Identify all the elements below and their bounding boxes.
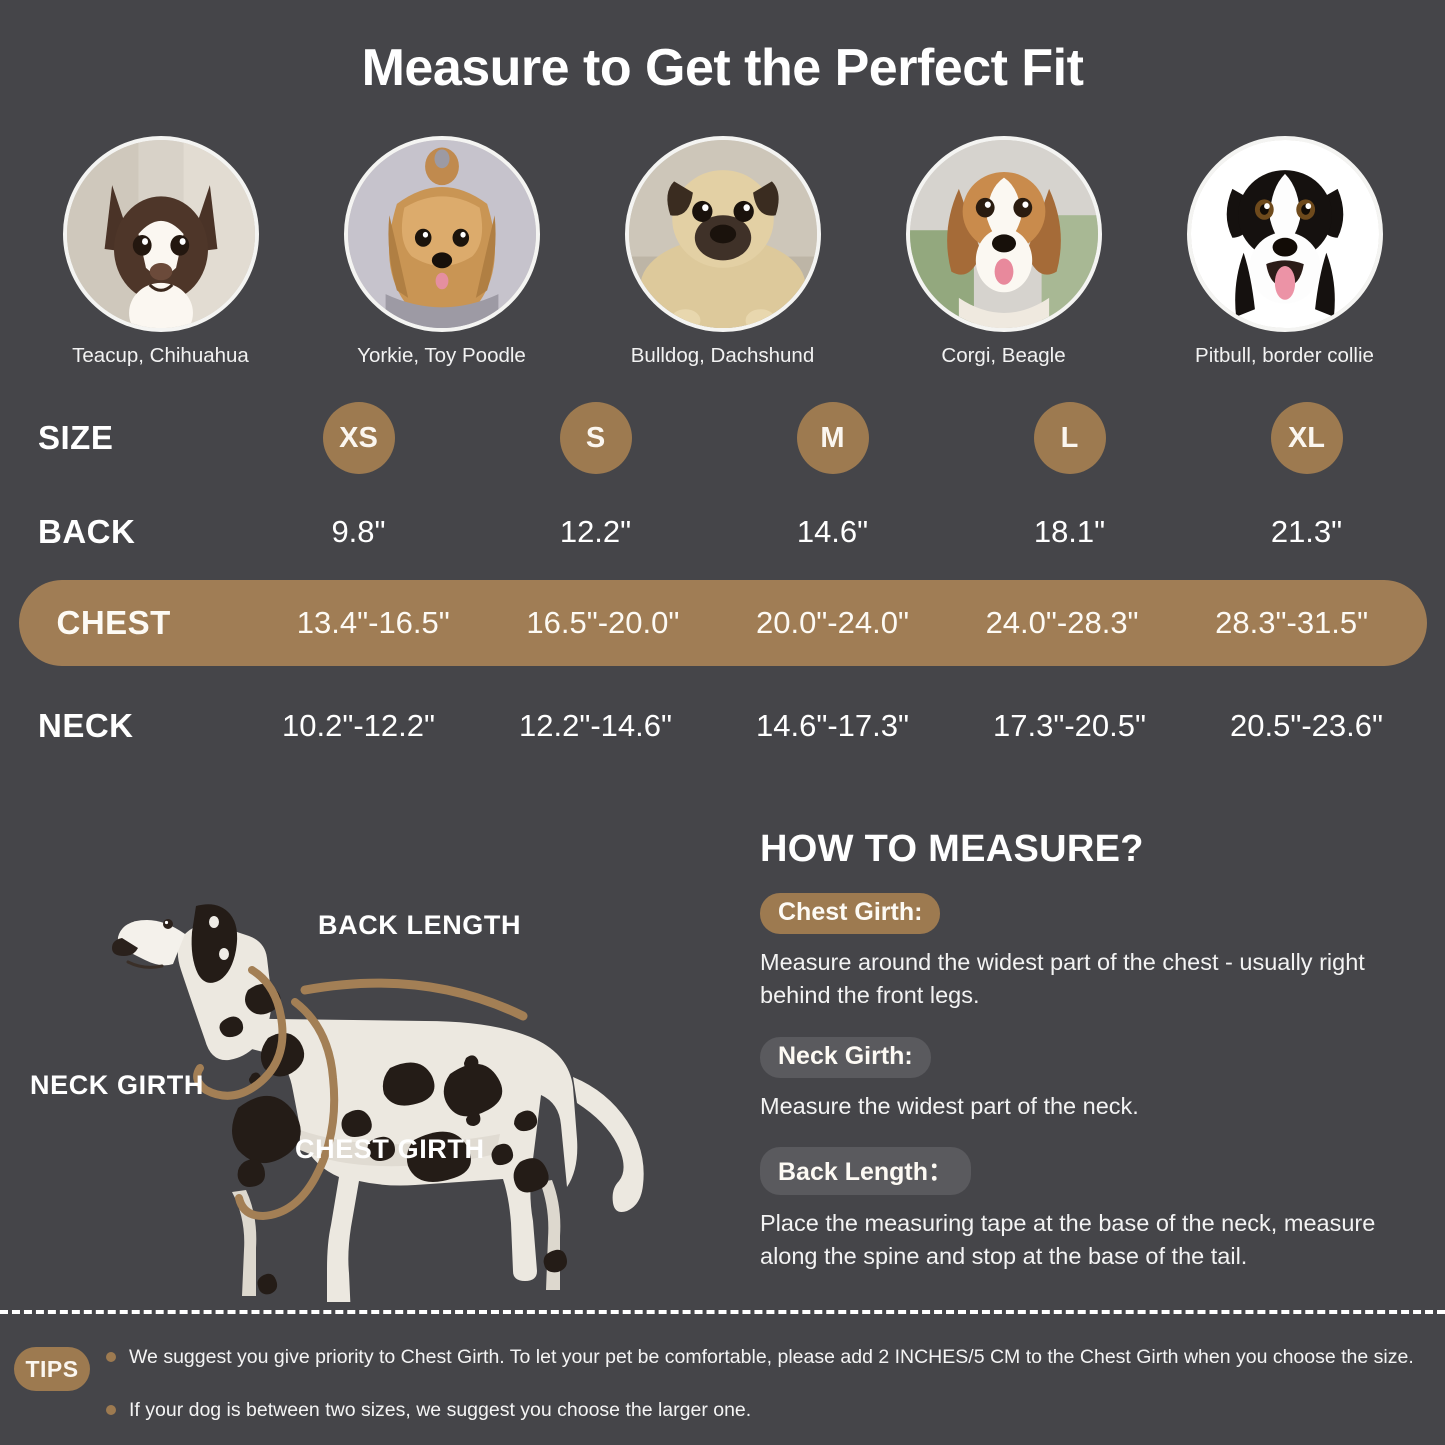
dog-photo-yorkie bbox=[343, 136, 540, 332]
table-cell: XL bbox=[1188, 402, 1425, 474]
table-cell: L bbox=[951, 402, 1188, 474]
row-label-chest: CHEST bbox=[56, 604, 171, 641]
page-title: Measure to Get the Perfect Fit bbox=[361, 39, 1084, 97]
table-cell: 28.3"-31.5" bbox=[1215, 605, 1369, 640]
table-cell: 14.6"-17.3" bbox=[755, 708, 909, 743]
breed-label: Pitbull, border collie bbox=[1195, 344, 1374, 367]
dog-photo-beagle bbox=[905, 136, 1102, 332]
dog-photo-pug bbox=[624, 136, 821, 332]
dog-photo-chihuahua bbox=[62, 136, 259, 332]
table-cell: 12.2" bbox=[559, 514, 632, 549]
table-cell: 14.6" bbox=[796, 514, 869, 549]
table-cell: M bbox=[714, 402, 951, 474]
breed-column-l: Corgi, Beagle bbox=[863, 136, 1144, 376]
table-cell: 9.8" bbox=[331, 514, 386, 549]
breed-label: Corgi, Beagle bbox=[941, 344, 1066, 367]
diagram-label-back-length: BACK LENGTH bbox=[318, 910, 522, 940]
measure-block-neck-girth: Neck Girth: Measure the widest part of t… bbox=[760, 1036, 1420, 1123]
chip-neck-girth: Neck Girth: bbox=[760, 1036, 931, 1078]
table-cell: 20.5"-23.6" bbox=[1229, 708, 1383, 743]
tips-section: TIPS We suggest you give priority to Che… bbox=[14, 1345, 1434, 1445]
size-badge-xl[interactable]: XL bbox=[1270, 402, 1343, 474]
tip-text: We suggest you give priority to Chest Gi… bbox=[129, 1346, 1414, 1368]
tip-item: We suggest you give priority to Chest Gi… bbox=[106, 1345, 1434, 1370]
measure-text-chest-girth: Measure around the widest part of the ch… bbox=[760, 949, 1365, 1009]
size-badge-m[interactable]: M bbox=[796, 402, 869, 474]
how-to-measure-title: HOW TO MEASURE? bbox=[760, 828, 1144, 870]
table-cell: 24.0"-28.3" bbox=[985, 605, 1139, 640]
table-row-neck: NECK 10.2"-12.2" 12.2"-14.6" 14.6"-17.3"… bbox=[0, 678, 1445, 774]
chip-back-length: Back Length： bbox=[760, 1147, 972, 1196]
breed-label: Teacup, Chihuahua bbox=[72, 344, 249, 367]
table-row-size: SIZE XS S M L XL bbox=[0, 392, 1445, 484]
dog-photo-border-collie bbox=[1186, 136, 1383, 332]
breed-column-xs: Teacup, Chihuahua bbox=[20, 136, 301, 376]
table-cell: 10.2"-12.2" bbox=[281, 708, 435, 743]
row-label-neck: NECK bbox=[38, 707, 134, 744]
measure-block-chest-girth: Chest Girth: Measure around the widest p… bbox=[760, 893, 1420, 1013]
size-badge-cells: XS S M L XL bbox=[240, 402, 1445, 474]
tip-text: If your dog is between two sizes, we sug… bbox=[129, 1399, 752, 1422]
table-cell: S bbox=[477, 402, 714, 474]
chip-chest-girth: Chest Girth: bbox=[760, 893, 941, 934]
measure-text-neck-girth: Measure the widest part of the neck. bbox=[760, 1092, 1139, 1119]
breed-label: Bulldog, Dachshund bbox=[630, 344, 815, 367]
row-label-back: BACK bbox=[38, 513, 136, 550]
breed-column-m: Bulldog, Dachshund bbox=[582, 136, 863, 376]
tips-list: We suggest you give priority to Chest Gi… bbox=[106, 1345, 1434, 1445]
table-cell: 16.5"-20.0" bbox=[526, 605, 680, 640]
tip-item: If your dog is between two sizes, we sug… bbox=[106, 1398, 1434, 1423]
table-cell: 13.4"-16.5" bbox=[296, 605, 450, 640]
measure-block-back-length: Back Length： Place the measuring tape at… bbox=[760, 1147, 1420, 1274]
breed-column-s: Yorkie, Toy Poodle bbox=[301, 136, 582, 376]
tips-badge: TIPS bbox=[14, 1347, 90, 1391]
breed-photo-row: Teacup, Chihuahua bbox=[20, 136, 1425, 376]
dashed-divider bbox=[0, 1310, 1445, 1314]
table-row-back: BACK 9.8" 12.2" 14.6" 18.1" 21.3" bbox=[0, 484, 1445, 580]
bullet-icon bbox=[106, 1352, 116, 1362]
diagram-label-chest-girth: CHEST GIRTH bbox=[295, 1134, 485, 1164]
table-cell: 17.3"-20.5" bbox=[992, 708, 1146, 743]
size-table: SIZE XS S M L XL BACK 9.8" 12.2" 14.6" 1… bbox=[0, 392, 1445, 774]
table-cell: XS bbox=[240, 402, 477, 474]
table-cell: 18.1" bbox=[1033, 514, 1106, 549]
size-badge-l[interactable]: L bbox=[1033, 402, 1106, 474]
size-badge-xs[interactable]: XS bbox=[322, 402, 395, 474]
dalmatian-illustration bbox=[112, 904, 644, 1302]
diagram-label-neck-girth: NECK GIRTH bbox=[30, 1070, 204, 1100]
breed-label: Yorkie, Toy Poodle bbox=[357, 344, 526, 367]
table-row-chest-highlighted: CHEST 13.4"-16.5" 16.5"-20.0" 20.0"-24.0… bbox=[18, 580, 1427, 666]
size-badge-s[interactable]: S bbox=[559, 402, 632, 474]
bullet-icon bbox=[106, 1405, 116, 1416]
measure-text-back-length: Place the measuring tape at the base of … bbox=[760, 1210, 1376, 1270]
breed-column-xl: Pitbull, border collie bbox=[1144, 136, 1425, 376]
neck-value-cells: 10.2"-12.2" 12.2"-14.6" 14.6"-17.3" 17.3… bbox=[240, 708, 1445, 744]
table-cell: 20.0"-24.0" bbox=[755, 605, 909, 640]
measurement-diagram: BACK LENGTH NECK GIRTH CHEST GIRTH bbox=[0, 862, 730, 1302]
table-cell: 12.2"-14.6" bbox=[518, 708, 672, 743]
back-value-cells: 9.8" 12.2" 14.6" 18.1" 21.3" bbox=[240, 514, 1445, 550]
chest-value-cells: 13.4"-16.5" 16.5"-20.0" 20.0"-24.0" 24.0… bbox=[259, 605, 1427, 641]
how-to-measure-section: HOW TO MEASURE? Chest Girth: Measure aro… bbox=[760, 828, 1420, 1298]
table-cell: 21.3" bbox=[1270, 514, 1343, 549]
row-label-size: SIZE bbox=[38, 419, 114, 456]
